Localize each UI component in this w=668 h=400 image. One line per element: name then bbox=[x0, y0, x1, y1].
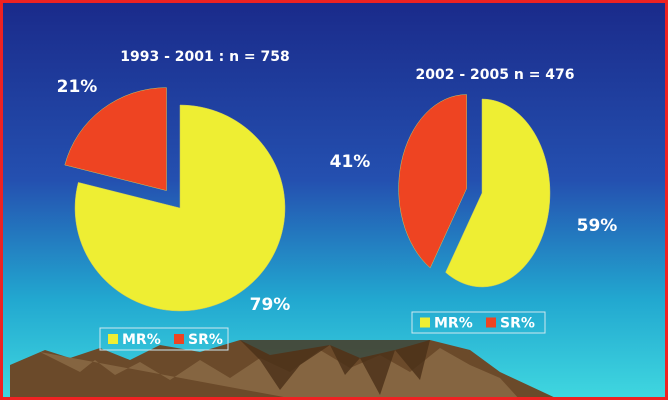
legend-swatch bbox=[174, 334, 184, 344]
legend-swatch bbox=[108, 334, 118, 344]
slice-label: 21% bbox=[57, 77, 98, 97]
legend-swatch bbox=[486, 317, 496, 328]
legend-label: SR% bbox=[188, 332, 223, 348]
legend-label: SR% bbox=[500, 316, 535, 332]
pie-slice bbox=[398, 94, 467, 269]
charts: 1993 - 2001 : n = 758 79% 21% MR% SR% 2002 - … bbox=[57, 49, 618, 351]
pie-slice bbox=[74, 104, 286, 312]
slice-label: 59% bbox=[577, 216, 618, 236]
legend-label: MR% bbox=[122, 332, 161, 348]
chart-title: 1993 - 2001 : n = 758 bbox=[120, 49, 290, 65]
pie-slice bbox=[445, 98, 551, 288]
chart-title: 2002 - 2005 n = 476 bbox=[415, 67, 574, 83]
legend-box bbox=[411, 311, 546, 334]
legend-box bbox=[99, 327, 229, 351]
slice-label: 41% bbox=[330, 152, 371, 172]
pie-slice bbox=[64, 87, 167, 191]
legend-label: MR% bbox=[434, 316, 473, 332]
slice-label: 79% bbox=[250, 295, 291, 315]
mountains bbox=[10, 340, 560, 400]
legend-swatch bbox=[420, 317, 430, 328]
